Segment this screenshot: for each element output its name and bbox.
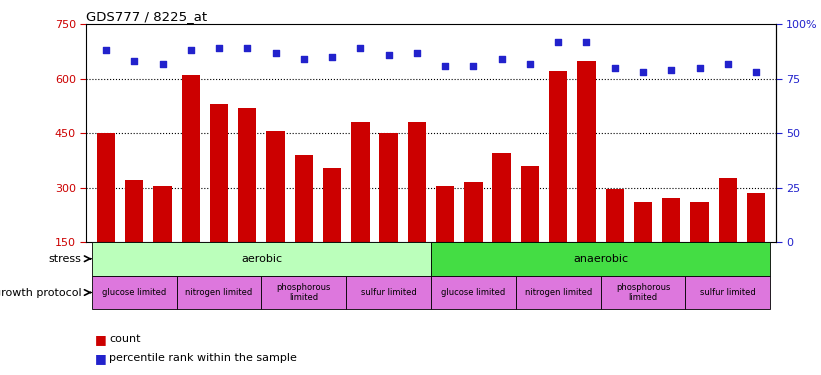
Text: glucose limited: glucose limited bbox=[102, 288, 167, 297]
Point bbox=[438, 63, 452, 69]
Bar bbox=[154, 186, 172, 296]
Bar bbox=[379, 133, 398, 296]
Point bbox=[326, 54, 339, 60]
Point bbox=[99, 48, 112, 54]
Bar bbox=[431, 242, 770, 276]
Bar bbox=[92, 242, 431, 276]
Bar bbox=[323, 168, 342, 296]
Bar bbox=[408, 122, 426, 296]
Bar bbox=[210, 104, 228, 296]
Text: GDS777 / 8225_at: GDS777 / 8225_at bbox=[86, 10, 208, 23]
Point bbox=[467, 63, 480, 69]
Bar bbox=[92, 276, 177, 309]
Text: ■: ■ bbox=[94, 333, 106, 346]
Bar bbox=[606, 189, 624, 296]
Point bbox=[608, 65, 621, 71]
Text: phosphorous
limited: phosphorous limited bbox=[616, 283, 670, 302]
Text: anaerobic: anaerobic bbox=[573, 254, 628, 264]
Bar bbox=[601, 276, 686, 309]
Bar bbox=[493, 153, 511, 296]
Bar bbox=[464, 182, 483, 296]
Bar bbox=[634, 202, 652, 296]
Point bbox=[693, 65, 706, 71]
Point bbox=[156, 60, 169, 66]
Bar bbox=[295, 155, 313, 296]
Bar bbox=[97, 133, 115, 296]
Text: phosphorous
limited: phosphorous limited bbox=[277, 283, 331, 302]
Point bbox=[128, 58, 141, 64]
Point bbox=[184, 48, 197, 54]
Text: nitrogen limited: nitrogen limited bbox=[186, 288, 253, 297]
Point bbox=[495, 56, 508, 62]
Text: growth protocol: growth protocol bbox=[0, 288, 81, 297]
Point bbox=[241, 45, 254, 51]
Bar bbox=[747, 193, 765, 296]
Point bbox=[580, 39, 593, 45]
Text: sulfur limited: sulfur limited bbox=[360, 288, 416, 297]
Bar bbox=[266, 131, 285, 296]
Text: percentile rank within the sample: percentile rank within the sample bbox=[109, 353, 297, 363]
Point bbox=[552, 39, 565, 45]
Bar bbox=[686, 276, 770, 309]
Point bbox=[750, 69, 763, 75]
Text: nitrogen limited: nitrogen limited bbox=[525, 288, 592, 297]
Text: ■: ■ bbox=[94, 352, 106, 364]
Bar bbox=[521, 166, 539, 296]
Point bbox=[269, 50, 282, 55]
Bar bbox=[662, 198, 681, 296]
Bar bbox=[177, 276, 261, 309]
Text: count: count bbox=[109, 334, 140, 344]
Point bbox=[721, 60, 734, 66]
Point bbox=[410, 50, 424, 55]
Bar bbox=[346, 276, 431, 309]
Text: sulfur limited: sulfur limited bbox=[700, 288, 755, 297]
Text: aerobic: aerobic bbox=[241, 254, 282, 264]
Point bbox=[213, 45, 226, 51]
Bar bbox=[431, 276, 516, 309]
Text: glucose limited: glucose limited bbox=[442, 288, 506, 297]
Bar bbox=[516, 276, 601, 309]
Text: stress: stress bbox=[48, 254, 81, 264]
Point bbox=[523, 60, 536, 66]
Bar bbox=[690, 202, 709, 296]
Bar bbox=[261, 276, 346, 309]
Bar bbox=[718, 178, 737, 296]
Bar bbox=[238, 108, 256, 296]
Bar bbox=[351, 122, 369, 296]
Bar bbox=[436, 186, 454, 296]
Bar bbox=[181, 75, 200, 296]
Bar bbox=[125, 180, 144, 296]
Point bbox=[297, 56, 310, 62]
Point bbox=[636, 69, 649, 75]
Point bbox=[354, 45, 367, 51]
Bar bbox=[577, 61, 596, 296]
Point bbox=[665, 67, 678, 73]
Bar bbox=[549, 72, 567, 296]
Point bbox=[382, 52, 395, 58]
